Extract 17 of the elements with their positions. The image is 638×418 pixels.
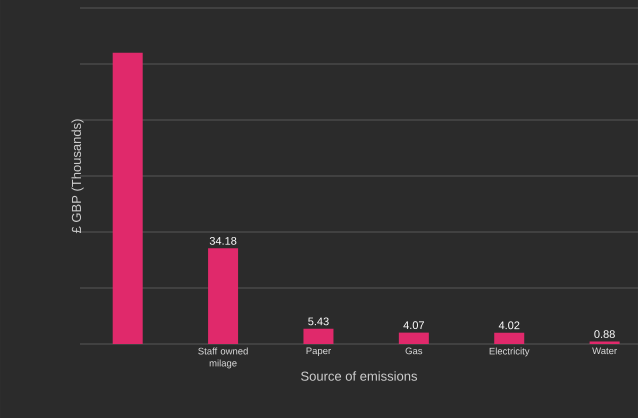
- bar: [303, 328, 334, 344]
- data-label: 5.43: [308, 317, 329, 326]
- bar: [112, 52, 143, 344]
- bar: [494, 332, 524, 344]
- bar: [398, 332, 429, 344]
- data-label: 4.02: [498, 321, 520, 330]
- x-tick-label: Electricity: [490, 348, 530, 356]
- data-label: 4.07: [403, 321, 424, 330]
- y-axis-title: £ GBP (Thousands): [71, 119, 84, 234]
- x-axis-title: Source of emissions: [301, 371, 418, 381]
- data-label: 0.88: [594, 330, 615, 338]
- data-label: 34.18: [210, 236, 236, 245]
- x-tick-label: Paper: [306, 348, 331, 356]
- bar: [208, 248, 238, 344]
- x-tick-label: Staff owned milage: [198, 348, 248, 368]
- x-tick-label: Water: [592, 348, 617, 354]
- x-tick-label: Gas: [406, 348, 422, 354]
